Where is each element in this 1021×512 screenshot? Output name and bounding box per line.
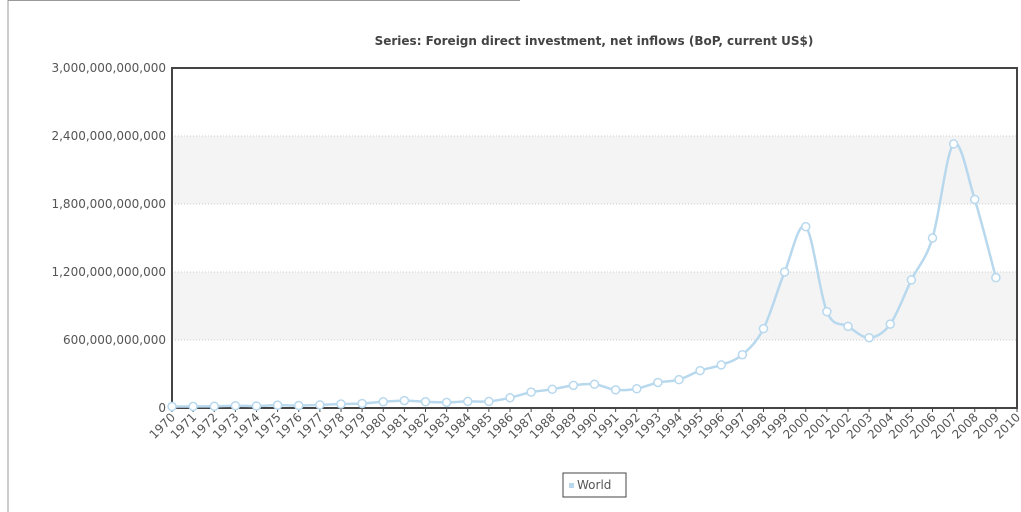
data-point: [357, 398, 367, 409]
data-point: [695, 365, 705, 376]
data-point: [399, 395, 410, 406]
data-point: [610, 385, 621, 395]
data-point: [251, 401, 262, 411]
data-point: [801, 221, 811, 232]
data-point: [209, 401, 219, 412]
y-tick-label: 0: [158, 401, 166, 415]
legend-label: World: [577, 478, 611, 492]
y-tick-label: 1,800,000,000,000: [51, 197, 166, 211]
data-point: [272, 400, 283, 410]
data-point: [674, 374, 684, 385]
plot-border: [171, 67, 1018, 409]
data-point: [484, 396, 494, 407]
data-point: [906, 275, 917, 285]
grid-band: [172, 272, 1017, 340]
data-point: [568, 380, 579, 391]
data-point: [948, 139, 959, 149]
data-point: [463, 396, 473, 407]
data-point: [970, 194, 980, 205]
data-point: [230, 400, 241, 411]
data-point: [378, 397, 388, 407]
data-point: [737, 349, 748, 360]
data-point: [927, 233, 938, 243]
data-point: [843, 321, 853, 332]
data-point: [632, 383, 642, 394]
data-point: [779, 267, 790, 277]
legend-swatch: [569, 483, 574, 488]
data-point: [991, 272, 1001, 283]
data-point: [441, 397, 452, 408]
data-point: [864, 332, 874, 343]
data-point: [547, 384, 557, 395]
y-tick-label: 2,400,000,000,000: [51, 129, 166, 143]
data-point: [716, 360, 726, 370]
data-point: [294, 400, 304, 411]
data-point: [505, 393, 515, 403]
data-point: [885, 319, 895, 329]
chart-title: Series: Foreign direct investment, net i…: [375, 34, 814, 48]
data-point: [420, 397, 431, 407]
data-point: [653, 377, 663, 388]
data-point: [336, 399, 346, 409]
y-tick-label: 3,000,000,000,000: [51, 61, 166, 75]
data-point: [526, 387, 536, 397]
y-tick-label: 1,200,000,000,000: [51, 265, 166, 279]
data-point: [822, 306, 832, 317]
data-point: [188, 401, 198, 412]
data-point: [167, 401, 177, 412]
grid-band: [172, 136, 1017, 204]
data-point: [589, 379, 600, 389]
data-point: [315, 400, 325, 410]
y-tick-label: 600,000,000,000: [63, 333, 166, 347]
data-point: [758, 323, 769, 334]
